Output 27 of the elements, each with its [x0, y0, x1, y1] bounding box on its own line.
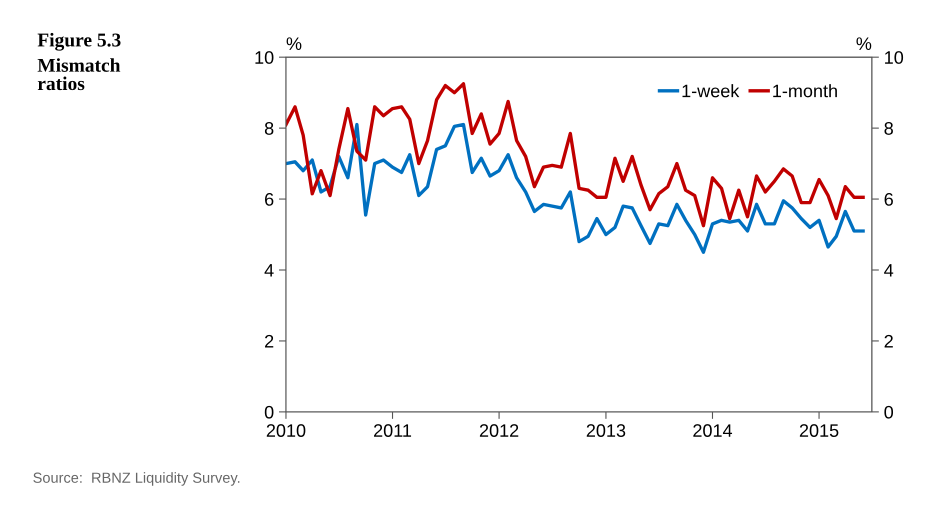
legend-label: 1-month [773, 84, 837, 98]
y-tick-label: 6 [265, 192, 274, 206]
source-note: Source: RBNZ Liquidity Survey. [33, 472, 240, 486]
y-tick-label: 4 [264, 264, 274, 277]
x-tick-label: 2015 [800, 424, 838, 437]
y-tick-label: 10 [255, 51, 274, 64]
y-tick-label: 8 [264, 122, 274, 135]
legend-label: 1-week [682, 84, 740, 98]
y2-tick-label: 8 [884, 122, 893, 135]
y2-tick-label: 2 [884, 334, 893, 348]
x-tick-label: 2011 [374, 424, 412, 437]
y-tick-label: 2 [265, 334, 274, 348]
y2-tick-label: 4 [884, 264, 894, 277]
y2-tick-label: 6 [884, 192, 893, 206]
x-tick-label: 2014 [693, 424, 732, 437]
y2-tick-label: 10 [885, 51, 904, 64]
y2-axis-title: % [856, 37, 872, 50]
x-tick-label: 2010 [266, 424, 306, 437]
line-series [286, 82, 865, 228]
y-tick-label: 0 [264, 406, 274, 419]
x-tick-label: 2012 [480, 424, 518, 437]
text: Mismatch ratios [38, 58, 120, 90]
line-series [286, 122, 865, 254]
y-axis-title: % [286, 37, 302, 50]
x-tick-label: 2013 [586, 424, 626, 437]
y2-tick-label: 0 [884, 406, 894, 419]
text: Figure 5.3 [38, 32, 121, 51]
